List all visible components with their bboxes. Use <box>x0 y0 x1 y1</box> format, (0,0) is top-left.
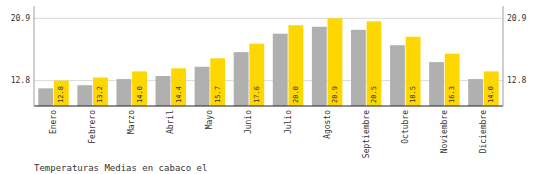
bar <box>312 27 327 106</box>
data-label: 14.0 <box>487 86 495 103</box>
x-tick-label: Marzo <box>127 110 136 134</box>
data-label: 20.9 <box>331 86 339 103</box>
bar <box>429 62 444 106</box>
data-label: 14.4 <box>175 86 183 103</box>
y-tick-label: 20.9 <box>11 14 30 23</box>
data-label: 15.7 <box>214 86 222 103</box>
bar <box>351 30 366 106</box>
y2-tick-label: 12.8 <box>507 76 526 85</box>
bar <box>445 54 460 106</box>
x-tick-label: Abril <box>166 110 175 134</box>
bar <box>116 79 131 106</box>
bar <box>77 85 92 106</box>
chart: 12.8 13.2 14.0 14.4 15.7 17.6 20.0 20.9 20.5 18.5… <box>0 0 537 174</box>
bar <box>328 18 343 106</box>
x-tick-label: Julio <box>284 110 293 134</box>
bar <box>234 52 249 106</box>
x-tick-label: Junio <box>244 110 253 134</box>
grid-line <box>34 18 503 19</box>
data-label: 20.0 <box>292 86 300 103</box>
data-label: 20.5 <box>370 86 378 103</box>
bar <box>390 45 405 106</box>
y-tick-label: 12.8 <box>11 76 30 85</box>
data-label: 17.6 <box>253 86 261 103</box>
x-tick-label: Septiembre <box>362 110 371 158</box>
bar <box>468 79 483 106</box>
title: Temperaturas Medias en cabaco el <box>34 163 207 173</box>
bar <box>210 58 225 106</box>
x-tick-label: Mayo <box>205 110 214 129</box>
bar <box>273 34 288 106</box>
bar <box>249 44 264 106</box>
y-axis-line <box>34 6 35 106</box>
data-label: 18.5 <box>409 86 417 103</box>
data-label: 12.8 <box>57 86 65 103</box>
bar <box>38 88 53 106</box>
bar <box>171 68 186 106</box>
bar <box>484 71 499 106</box>
x-tick-label: Agosto <box>323 110 332 139</box>
x-tick-label: Noviembre <box>440 110 449 154</box>
x-tick-label: Febrero <box>88 110 97 144</box>
bar <box>288 25 303 106</box>
bar <box>195 67 210 106</box>
x-tick-label: Diciembre <box>479 110 488 154</box>
bar <box>367 21 382 106</box>
bar <box>406 37 421 106</box>
bar <box>93 78 108 106</box>
bar <box>132 71 147 106</box>
data-label: 14.0 <box>136 86 144 103</box>
x-tick-label: Octubre <box>401 110 410 144</box>
y2-axis-line <box>503 6 504 106</box>
bar <box>54 81 69 106</box>
data-label: 16.3 <box>448 86 456 103</box>
x-tick-label: Enero <box>49 110 58 134</box>
x-axis-line <box>34 105 503 106</box>
data-label: 13.2 <box>96 86 104 103</box>
y2-tick-label: 20.9 <box>507 14 526 23</box>
bars <box>38 18 498 106</box>
bar <box>156 76 171 106</box>
